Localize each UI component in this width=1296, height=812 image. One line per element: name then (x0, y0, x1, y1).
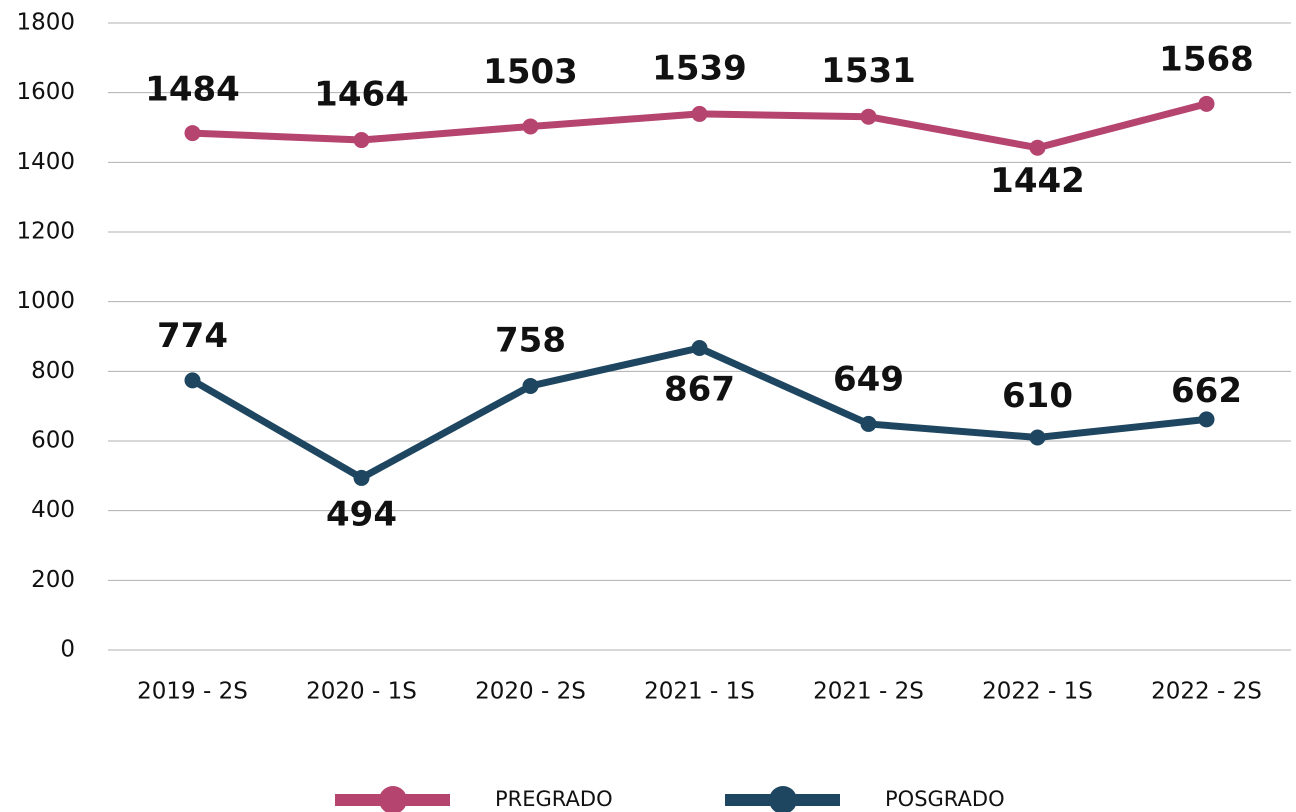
data-label: 1464 (314, 75, 409, 115)
point (1198, 95, 1215, 112)
point (860, 108, 877, 125)
data-label: 610 (1002, 376, 1073, 416)
y-tick-label: 800 (31, 358, 75, 384)
data-label: 1568 (1159, 39, 1254, 79)
legend-label: PREGRADO (495, 787, 613, 811)
legend-label: POSGRADO (885, 787, 1005, 811)
point (691, 105, 708, 122)
point (860, 415, 877, 432)
point (691, 339, 708, 356)
x-tick-label: 2021 - 2S (813, 679, 924, 705)
point (1029, 139, 1046, 156)
x-tick-label: 2019 - 2S (137, 679, 248, 705)
legend-marker (379, 786, 407, 812)
point (353, 469, 370, 486)
point (1029, 429, 1046, 446)
point (353, 132, 370, 149)
y-tick-label: 600 (31, 428, 75, 454)
data-label: 1442 (990, 161, 1085, 201)
x-tick-label: 2021 - 1S (644, 679, 755, 705)
x-tick-label: 2020 - 1S (306, 679, 417, 705)
y-tick-label: 1200 (16, 219, 75, 245)
point (184, 372, 201, 389)
data-label: 662 (1171, 371, 1242, 411)
legend-marker (769, 786, 797, 812)
data-label: 494 (326, 494, 397, 534)
y-tick-label: 200 (31, 567, 75, 593)
y-tick-label: 1000 (16, 288, 75, 314)
data-label: 758 (495, 320, 566, 360)
point (184, 125, 201, 142)
data-label: 1484 (145, 70, 240, 110)
y-tick-label: 1800 (16, 10, 75, 36)
y-tick-label: 400 (31, 497, 75, 523)
y-tick-label: 0 (60, 637, 75, 663)
data-label: 774 (157, 316, 228, 356)
y-tick-label: 1600 (16, 79, 75, 105)
point (522, 377, 539, 394)
x-tick-label: 2022 - 1S (982, 679, 1093, 705)
x-tick-label: 2022 - 2S (1151, 679, 1262, 705)
point (1198, 411, 1215, 428)
point (522, 118, 539, 135)
data-label: 867 (664, 369, 735, 409)
data-label: 1539 (652, 48, 747, 88)
data-label: 1531 (821, 51, 916, 91)
y-tick-label: 1400 (16, 149, 75, 175)
x-tick-label: 2020 - 2S (475, 679, 586, 705)
data-label: 649 (833, 359, 904, 399)
data-label: 1503 (483, 52, 578, 92)
